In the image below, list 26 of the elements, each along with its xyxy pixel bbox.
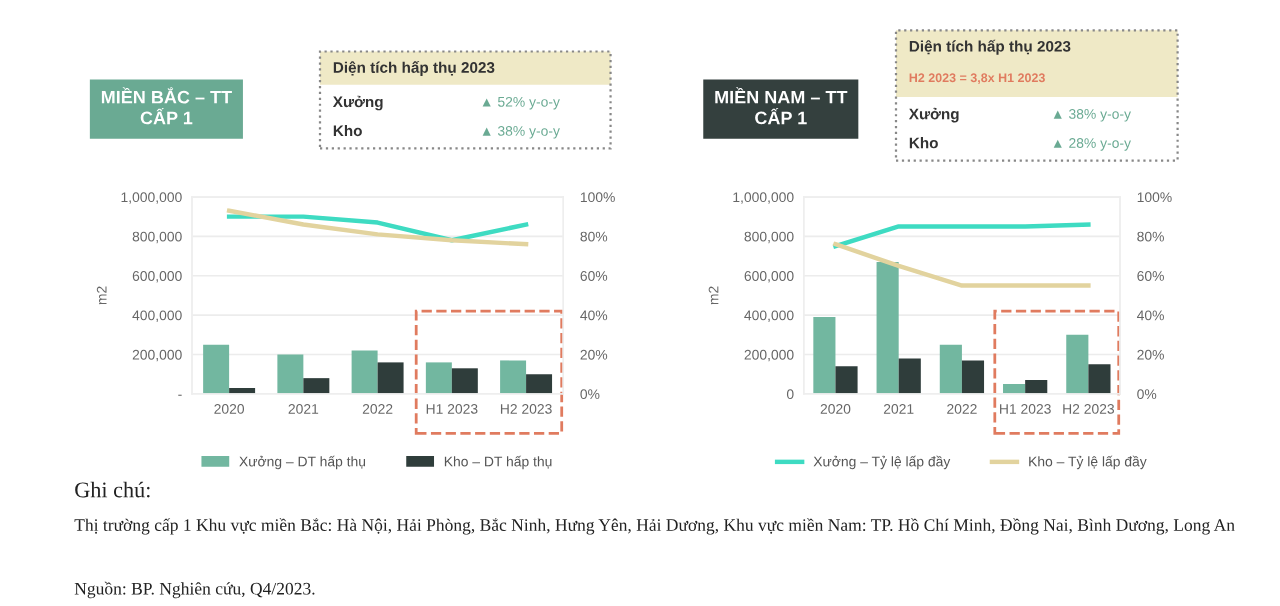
bar [835, 366, 858, 394]
bar [377, 362, 404, 394]
bar [203, 344, 230, 394]
bar [813, 317, 836, 394]
bar [451, 368, 478, 394]
bar [1003, 384, 1026, 394]
bar [961, 360, 985, 394]
bar [425, 362, 452, 394]
text: Ghi chú: [75, 481, 150, 498]
bar [1025, 380, 1048, 394]
chart-title: MIỀN NAM – TT CẤP 1 [715, 87, 848, 125]
bar [303, 378, 330, 394]
bar [1066, 334, 1089, 394]
chart-title: MIỀN BẮC – TT CẤP 1 [101, 87, 232, 125]
bar [939, 344, 962, 394]
bar [526, 374, 553, 394]
bar [1088, 364, 1111, 394]
bar [898, 358, 921, 394]
line-series [226, 214, 529, 243]
line-series [226, 208, 529, 247]
text: Nguồn: BP. Nghiên cứu, Q4/2023. [74, 581, 315, 599]
bar [277, 354, 304, 394]
bar [500, 360, 527, 394]
bar [351, 350, 378, 394]
text: Thị trường cấp 1 Khu vực miền Bắc: Hà Nội, Hải Phòng, Bắc Ninh, Hưng Yên, Hải Dương, Khu vực miền Nam: TP. Hồ Chí Minh, Đồng Nai, Bình Dương, Long An [74, 518, 1235, 535]
bar [876, 261, 899, 394]
